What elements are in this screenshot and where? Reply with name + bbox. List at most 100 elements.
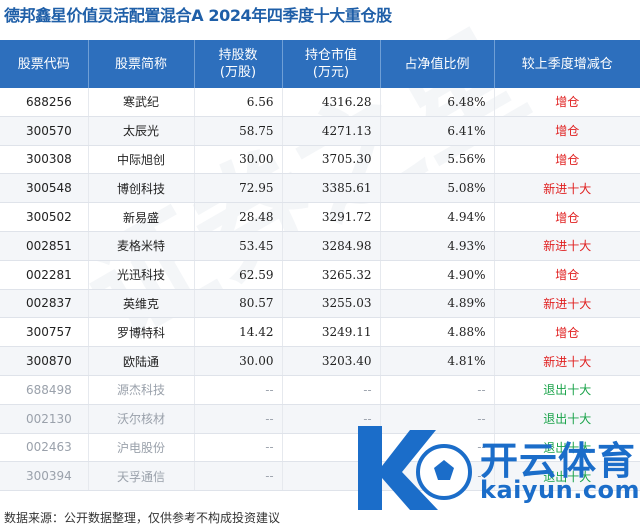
shares-held: -- (194, 461, 283, 492)
shares-held: 53.45 (194, 231, 283, 261)
position-change: 新进十大 (494, 173, 640, 204)
position-change: 增仓 (494, 145, 640, 175)
stock-name: 沃尔核材 (88, 404, 195, 434)
net-value-ratio: 5.56% (380, 145, 495, 175)
table-row: 002281 光迅科技 62.59 3265.32 4.90% 增仓 (0, 260, 640, 290)
position-change: 新进十大 (494, 231, 640, 261)
table-header-row: 股票代码 股票简称 持股数 (万股) 持仓市值 (万元) 占净值比例 较上季度增减仓 (0, 40, 640, 88)
market-value: 3255.03 (282, 289, 381, 319)
stock-code: 300757 (0, 317, 89, 348)
stock-code: 300308 (0, 145, 89, 175)
logo-emblem (358, 426, 472, 510)
shares-held: 6.56 (194, 88, 283, 117)
shares-held: -- (194, 375, 283, 405)
stock-name: 太辰光 (88, 116, 195, 146)
market-value: -- (282, 375, 381, 405)
table-row: 002837 英维克 80.57 3255.03 4.89% 新进十大 (0, 289, 640, 319)
ball-pentagon (434, 460, 454, 480)
logo-name: 开云体育 (480, 439, 637, 483)
net-value-ratio: 4.88% (380, 317, 495, 348)
shares-held: -- (194, 404, 283, 434)
position-change: 退出十大 (494, 404, 640, 434)
table-row: 300570 太辰光 58.75 4271.13 6.41% 增仓 (0, 116, 640, 146)
stock-code: 002837 (0, 289, 89, 319)
stock-name: 沪电股份 (88, 433, 195, 463)
stock-code: 300870 (0, 346, 89, 376)
shares-held: 62.59 (194, 260, 283, 290)
net-value-ratio: 6.48% (380, 88, 495, 117)
market-value: 3203.40 (282, 346, 381, 376)
shares-held: 72.95 (194, 173, 283, 204)
stock-code: 300548 (0, 173, 89, 204)
table-row: 300870 欧陆通 30.00 3203.40 4.81% 新进十大 (0, 346, 640, 376)
net-value-ratio: 5.08% (380, 173, 495, 204)
shares-held: 80.57 (194, 289, 283, 319)
shares-held: 30.00 (194, 346, 283, 376)
shares-held: 28.48 (194, 202, 283, 232)
brand-logo (358, 426, 472, 510)
position-change: 退出十大 (494, 433, 640, 463)
column-header-3: 持仓市值 (万元) (282, 40, 381, 88)
net-value-ratio: 6.41% (380, 116, 495, 146)
table-row: 300502 新易盛 28.48 3291.72 4.94% 增仓 (0, 202, 640, 232)
table-row: 300308 中际旭创 30.00 3705.30 5.56% 增仓 (0, 145, 640, 175)
holdings-table-wrap: 股票代码 股票简称 持股数 (万股) 持仓市值 (万元) 占净值比例 较上季度增减仓 6882… (0, 40, 640, 492)
market-value: 3265.32 (282, 260, 381, 290)
stock-name: 光迅科技 (88, 260, 195, 290)
position-change: 增仓 (494, 202, 640, 232)
market-value: 3249.11 (282, 317, 381, 348)
stock-code: 002851 (0, 231, 89, 261)
table-row: 688256 寒武纪 6.56 4316.28 6.48% 增仓 (0, 88, 640, 117)
stock-code: 002281 (0, 260, 89, 290)
net-value-ratio: 4.94% (380, 202, 495, 232)
column-header-5: 较上季度增减仓 (494, 40, 640, 88)
stock-name: 天孚通信 (88, 461, 195, 492)
net-value-ratio: 4.93% (380, 231, 495, 261)
net-value-ratio: 4.89% (380, 289, 495, 319)
market-value: 4316.28 (282, 88, 381, 117)
stock-name: 麦格米特 (88, 231, 195, 261)
shares-held: 14.42 (194, 317, 283, 348)
stock-name: 新易盛 (88, 202, 195, 232)
position-change: 新进十大 (494, 346, 640, 376)
shares-held: 30.00 (194, 145, 283, 175)
table-body: 688256 寒武纪 6.56 4316.28 6.48% 增仓 300570 太辰光 58.7… (0, 88, 640, 492)
market-value: 3705.30 (282, 145, 381, 175)
stock-name: 欧陆通 (88, 346, 195, 376)
position-change: 增仓 (494, 116, 640, 146)
stock-code: 300570 (0, 116, 89, 146)
data-source-note: 数据来源：公开数据整理，仅供参考不构成投资建议 (4, 511, 281, 525)
logo-url: kaiyun.com (480, 476, 640, 504)
stock-name: 罗博特科 (88, 317, 195, 348)
position-change: 增仓 (494, 317, 640, 348)
market-value: 3284.98 (282, 231, 381, 261)
stock-name: 英维克 (88, 289, 195, 319)
stock-code: 688256 (0, 88, 89, 117)
net-value-ratio: 4.81% (380, 346, 495, 376)
position-change: 退出十大 (494, 375, 640, 405)
shares-held: -- (194, 433, 283, 463)
stock-code: 300502 (0, 202, 89, 232)
stock-name: 中际旭创 (88, 145, 195, 175)
stock-name: 源杰科技 (88, 375, 195, 405)
table-row: 002130 沃尔核材 -- -- -- 退出十大 (0, 404, 640, 434)
position-change: 增仓 (494, 88, 640, 117)
position-change: 新进十大 (494, 289, 640, 319)
market-value: 3291.72 (282, 202, 381, 232)
holdings-table: 股票代码 股票简称 持股数 (万股) 持仓市值 (万元) 占净值比例 较上季度增减仓 6882… (0, 40, 640, 492)
column-header-4: 占净值比例 (380, 40, 495, 88)
column-header-0: 股票代码 (0, 40, 89, 88)
logo-k-shape (358, 426, 438, 510)
market-value: 3385.61 (282, 173, 381, 204)
position-change: 退出十大 (494, 461, 640, 492)
page-title: 德邦鑫星价值灵活配置混合A 2024年四季度十大重仓股 (4, 6, 392, 25)
shares-held: 58.75 (194, 116, 283, 146)
stock-name: 博创科技 (88, 173, 195, 204)
column-header-2: 持股数 (万股) (194, 40, 283, 88)
stock-code: 300394 (0, 461, 89, 492)
table-row: 688498 源杰科技 -- -- -- 退出十大 (0, 375, 640, 405)
stock-name: 寒武纪 (88, 88, 195, 117)
table-row: 002851 麦格米特 53.45 3284.98 4.93% 新进十大 (0, 231, 640, 261)
table-row: 300548 博创科技 72.95 3385.61 5.08% 新进十大 (0, 173, 640, 204)
stock-code: 002463 (0, 433, 89, 463)
